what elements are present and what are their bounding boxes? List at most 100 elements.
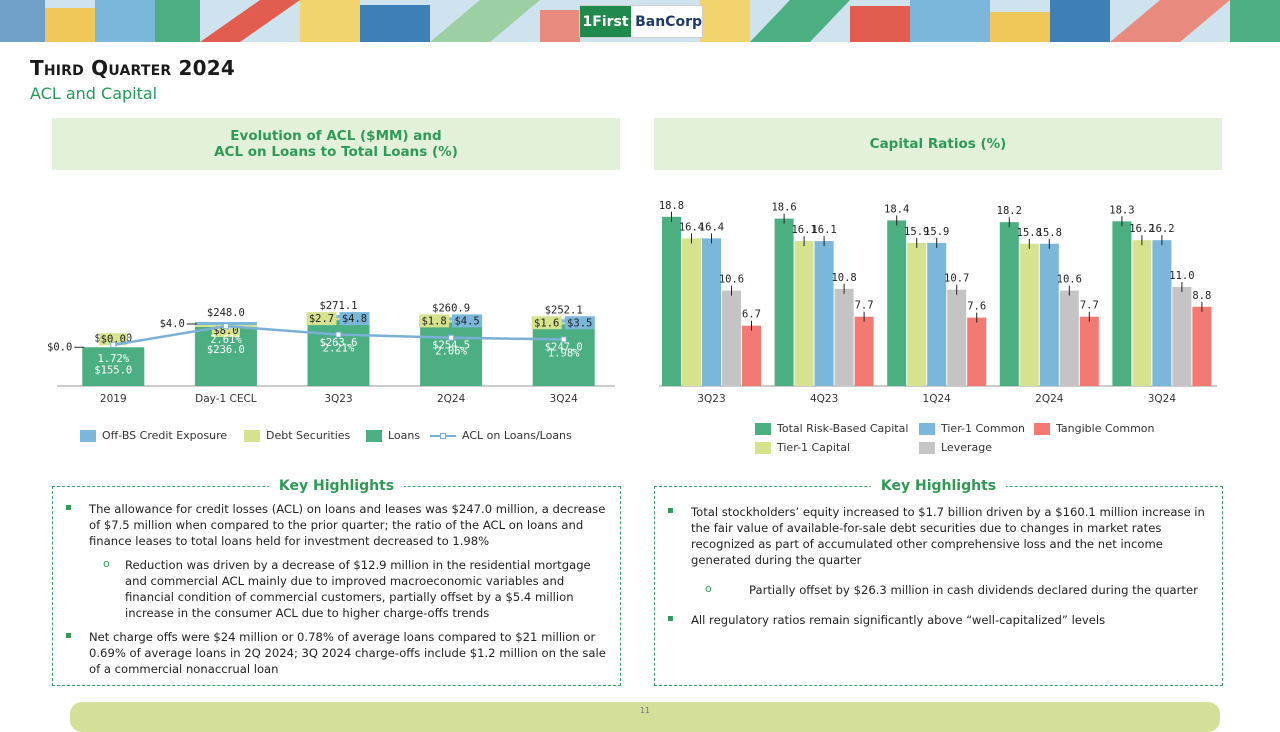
capital-value-label-2-0: 18.4 [884, 203, 909, 215]
capital-bar-3-0 [999, 222, 1019, 386]
capital-bar-4-4 [1192, 306, 1212, 386]
debt-label-2: $2.7 [309, 313, 334, 325]
acl-ratio-point-3 [448, 334, 455, 341]
capital-value-label-1-3: 10.8 [831, 272, 856, 284]
acl-category-label-4: 3Q24 [550, 393, 579, 405]
legend-swatch-off-bs [80, 429, 96, 442]
loans-bar-label-0: $155.0 [94, 364, 132, 376]
footer-bar: 11 [70, 702, 1220, 732]
legend-tangible-common: Tangible Common [1034, 422, 1155, 435]
capital-bar-1-1 [794, 241, 814, 386]
legend-total-risk: Total Risk-Based Capital [755, 422, 908, 435]
legend-tier1-common: Tier-1 Common [919, 422, 1025, 435]
debt-label-3: $1.8 [421, 315, 446, 327]
legend-swatch-leverage [919, 441, 935, 454]
capital-value-label-3-3: 10.6 [1057, 274, 1082, 286]
legend-swatch-debt [244, 429, 260, 442]
capital-chart-header: Capital Ratios (%) [654, 118, 1222, 170]
key-highlights-left-title: Key Highlights [268, 478, 405, 494]
legend-label-total-risk: Total Risk-Based Capital [777, 422, 909, 435]
capital-bar-1-0 [774, 218, 794, 386]
legend-leverage: Leverage [919, 441, 992, 454]
capital-bar-1-4 [854, 316, 874, 386]
capital-value-label-0-4: 6.7 [742, 309, 761, 321]
debt-label-bg-0 [99, 333, 128, 346]
legend-label-debt: Debt Securities [266, 429, 351, 442]
acl-total-label-4: $252.1 [545, 304, 583, 316]
page-number: 11 [639, 706, 651, 715]
capital-chart: 18.8 16.416.4 10.6 6.7 3Q23 18.6 16.116.1 10.8 7… [659, 200, 1217, 405]
legend-label-leverage: Leverage [941, 441, 992, 454]
capital-bar-0-2 [702, 238, 721, 386]
capital-category-label-2: 1Q24 [923, 393, 952, 405]
capital-bar-4-1 [1132, 240, 1152, 386]
capital-category-label-3: 2Q24 [1035, 393, 1064, 405]
key-highlights-right: Key Highlights Total stockholders’ equit… [654, 478, 1223, 686]
offbs-bar-4 [532, 319, 595, 323]
capital-chart-title: Capital Ratios (%) [869, 136, 1007, 152]
acl-ratio-label-1: 2.61% [210, 334, 242, 346]
acl-category-label-3: 2Q24 [437, 393, 466, 405]
acl-ratio-label-3: 2.06% [435, 346, 467, 358]
page-subtitle: ACL and Capital [30, 84, 158, 103]
loans-bar-label-4: $247.0 [545, 341, 583, 353]
legend-label-acl-ratio: ACL on Loans/Loans [462, 429, 572, 442]
capital-bar-0-0 [662, 216, 681, 386]
acl-ratio-label-2: 2.21% [323, 343, 355, 355]
capital-bar-3-1 [1019, 243, 1039, 386]
offbs-label-bg-2 [339, 312, 370, 326]
legend-swatch-tangible [1034, 422, 1050, 435]
page-title: Third Quarter 2024 [30, 56, 235, 80]
offbs-label-bg-4 [564, 316, 595, 330]
highlight-left-bullet-1: The allowance for credit losses (ACL) on… [65, 500, 606, 549]
capital-value-label-3-4: 7.7 [1080, 300, 1099, 312]
capital-category-label-4: 3Q24 [1148, 393, 1177, 405]
capital-bar-0-1 [682, 238, 701, 386]
capital-bar-2-0 [887, 220, 907, 386]
offbs-label-1: $4.0 [160, 318, 185, 330]
capital-bar-2-2 [927, 242, 947, 386]
key-highlights-left: Key Highlights The allowance for credit … [52, 478, 621, 686]
loans-bar-4 [532, 324, 595, 386]
legend-tier1-capital: Tier-1 Capital [755, 441, 850, 454]
capital-bar-3-2 [1039, 243, 1059, 386]
loans-bar-label-2: $263.6 [320, 337, 358, 349]
offbs-label-bg-3 [452, 314, 483, 328]
capital-value-label-3-2: 15.8 [1037, 227, 1062, 239]
legend-label-tangible: Tangible Common [1056, 422, 1155, 435]
capital-value-label-4-2: 16.2 [1149, 223, 1174, 235]
offbs-label-2: $4.8 [342, 313, 367, 325]
legend-label-tier1-capital: Tier-1 Capital [777, 441, 851, 454]
debt-label-bg-3 [419, 314, 450, 328]
acl-ratio-point-0 [110, 341, 117, 348]
key-highlights-left-list: The allowance for credit losses (ACL) on… [65, 500, 606, 685]
offbs-bar-3 [420, 317, 483, 321]
capital-value-label-1-4: 7.7 [855, 300, 874, 312]
debt-label-0: $0.0 [101, 333, 126, 345]
offbs-label-3: $4.5 [454, 315, 479, 327]
legend-swatch-total-risk [755, 422, 771, 435]
capital-value-label-4-4: 8.8 [1192, 290, 1211, 302]
loans-bar-label-1: $236.0 [207, 344, 245, 356]
company-logo: 1First BanCorp [579, 5, 703, 38]
acl-ratio-point-4 [560, 336, 567, 343]
capital-category-label-1: 4Q23 [810, 393, 838, 405]
capital-bar-3-4 [1079, 316, 1099, 386]
loans-bar-2 [307, 320, 370, 386]
capital-bar-4-0 [1112, 221, 1132, 386]
legend-off-bs: Off-BS Credit Exposure [80, 429, 227, 442]
logo-mark: 1First [580, 6, 632, 37]
highlight-right-bullet-2: All regulatory ratios remain significant… [667, 611, 1208, 628]
acl-chart-title-line2: ACL on Loans to Total Loans (%) [214, 144, 458, 160]
capital-bar-0-3 [722, 290, 741, 386]
key-highlights-right-title: Key Highlights [870, 478, 1007, 494]
highlight-right-subbullet-1: Partially offset by $26.3 million in cas… [667, 581, 1208, 598]
acl-total-label-2: $271.1 [320, 300, 358, 312]
legend-label-off-bs: Off-BS Credit Exposure [102, 429, 228, 442]
legend-swatch-loans [366, 429, 382, 442]
acl-ratio-point-1 [222, 323, 229, 330]
acl-chart-title-line1: Evolution of ACL ($MM) and [230, 128, 442, 144]
capital-value-label-4-0: 18.3 [1109, 204, 1134, 216]
acl-category-label-1: Day-1 CECL [195, 393, 257, 405]
